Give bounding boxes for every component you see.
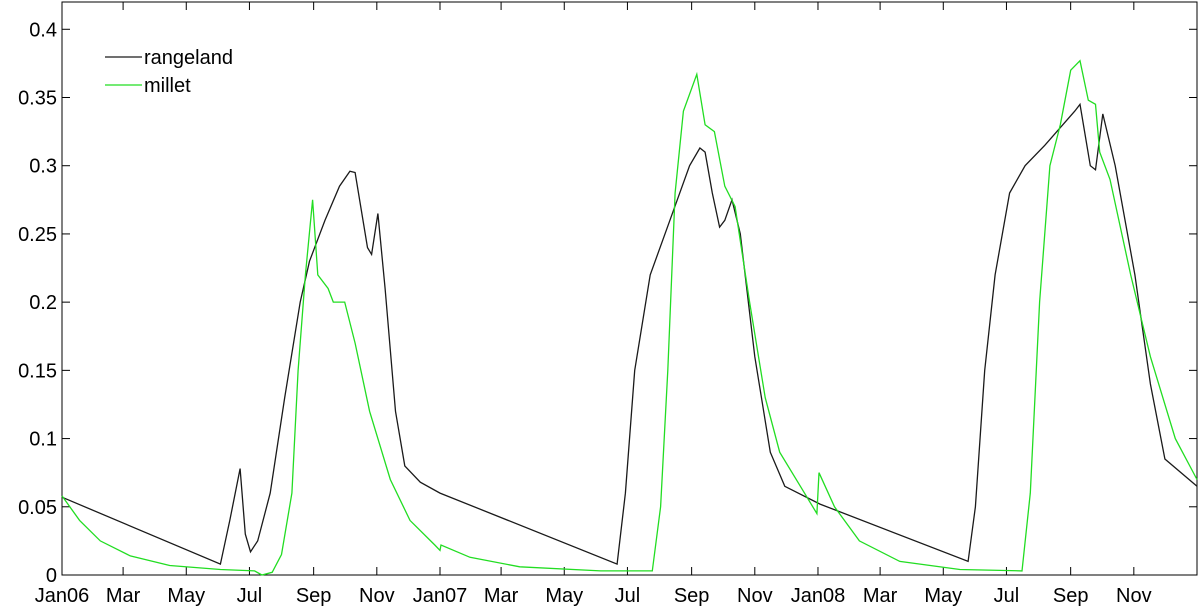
x-tick-label: May [545,585,583,607]
x-tick-label: Sep [674,585,710,607]
y-tick-label: 0.25 [18,224,57,246]
x-tick-label: Nov [737,585,773,607]
y-tick-label: 0.15 [18,360,57,382]
y-tick-label: 0.35 [18,88,57,110]
x-tick-label: Jan07 [413,585,468,607]
x-tick-label: May [167,585,205,607]
series-line [61,59,1198,576]
x-tick-label: Mar [106,585,141,607]
x-tick-label: Jul [615,585,641,607]
y-tick-label: 0.4 [29,19,57,41]
x-tick-label: Sep [296,585,332,607]
x-tick-label: May [924,585,962,607]
x-tick-label: Jul [994,585,1020,607]
series-line [61,102,1198,566]
legend-label: millet [144,75,191,97]
x-tick-label: Nov [1116,585,1152,607]
x-tick-label: Jul [237,585,263,607]
y-tick-label: 0 [46,565,57,587]
x-tick-label: Jan08 [791,585,846,607]
y-tick-label: 0.05 [18,497,57,519]
plot-area [61,1,1198,576]
x-tick-label: Mar [484,585,519,607]
x-tick-label: Jan06 [35,585,90,607]
x-tick-label: Nov [359,585,395,607]
y-tick-label: 0.1 [29,429,57,451]
x-tick-label: Mar [863,585,898,607]
y-tick-label: 0.3 [29,156,57,178]
legend-label: rangeland [144,47,233,69]
y-tick-label: 0.2 [29,292,57,314]
x-tick-label: Sep [1053,585,1089,607]
